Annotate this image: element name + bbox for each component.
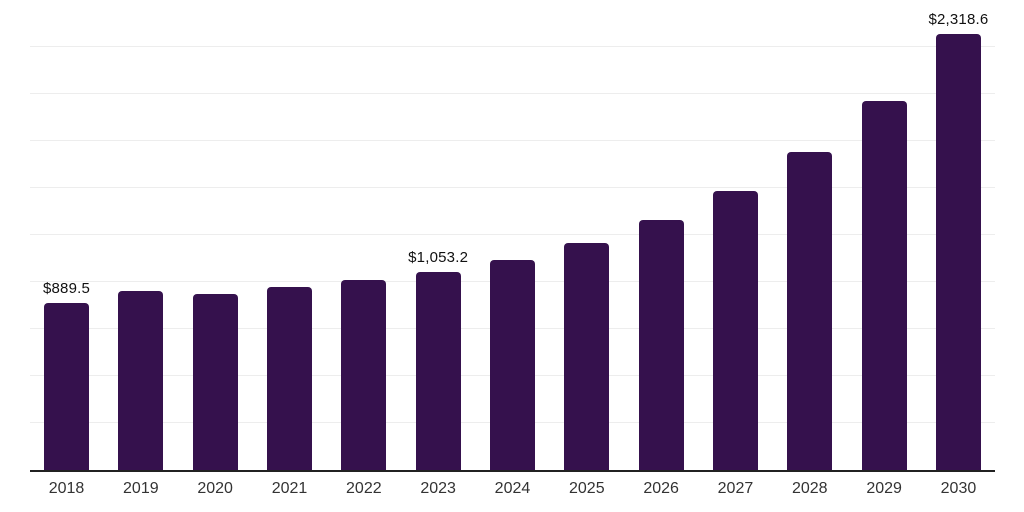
x-tick-label-2025: 2025	[569, 480, 605, 497]
bar-2022	[341, 280, 387, 470]
bar-2026	[638, 219, 684, 470]
bar-cell-2024	[489, 0, 535, 470]
bar-cell-2027	[712, 0, 758, 470]
bar-cell-2023: $1,053.2	[408, 0, 468, 470]
x-axis-labels: 2018 2019 2020 2021 2022 2023 2024 2025 2026 2027…	[30, 480, 995, 498]
x-tick-label-2019: 2019	[123, 480, 159, 497]
x-tick-label-2020: 2020	[197, 480, 233, 497]
bar-cell-2029	[861, 0, 907, 470]
x-tick-label-2024: 2024	[494, 480, 531, 497]
bar-cell-2021	[266, 0, 312, 470]
x-tick-label-2022: 2022	[346, 480, 382, 497]
bars-group: $889.5 $1,053.2 $2,318.6	[30, 0, 995, 470]
bar-cell-2030: $2,318.6	[928, 0, 988, 470]
bar-cell-2018: $889.5	[42, 0, 91, 470]
bar-2025	[564, 242, 610, 470]
x-tick-label-2023: 2023	[420, 480, 456, 497]
gridline-1500	[30, 187, 995, 188]
bar-2029	[861, 100, 907, 470]
bar-cell-2022	[341, 0, 387, 470]
bar-cell-2028	[787, 0, 833, 470]
x-tick-label-2030: 2030	[940, 480, 977, 497]
bar-cell-2019	[118, 0, 164, 470]
bar-cell-2026	[638, 0, 684, 470]
bar-2024	[489, 259, 535, 470]
gridline-2000	[30, 93, 995, 94]
x-tick-label-2018: 2018	[48, 480, 85, 497]
bar-2028	[787, 152, 833, 470]
bar-cell-2020	[192, 0, 238, 470]
bar-2019	[118, 290, 164, 470]
bar-2020	[192, 293, 238, 470]
bar-2021	[266, 287, 312, 470]
x-tick-label-2021: 2021	[271, 480, 308, 497]
x-tick-label-2028: 2028	[791, 480, 828, 497]
bar-2023	[415, 272, 461, 470]
x-tick-label-2026: 2026	[643, 480, 679, 497]
gridline-2250	[30, 46, 995, 47]
bar-value-label-2030: $2,318.6	[928, 11, 989, 29]
plot-area: $889.5 $1,053.2 $2,318.6	[30, 0, 995, 472]
x-tick-label-2027: 2027	[717, 480, 754, 497]
bar-2030	[935, 34, 981, 470]
bar-cell-2025	[564, 0, 610, 470]
bar-value-label-2023: $1,053.2	[408, 249, 469, 266]
bar-2018	[44, 302, 89, 470]
x-tick-label-2029: 2029	[866, 480, 902, 497]
gridline-1750	[30, 140, 995, 141]
bar-2027	[712, 191, 758, 470]
bar-value-label-2018: $889.5	[42, 279, 91, 297]
gridline-1250	[30, 234, 995, 235]
